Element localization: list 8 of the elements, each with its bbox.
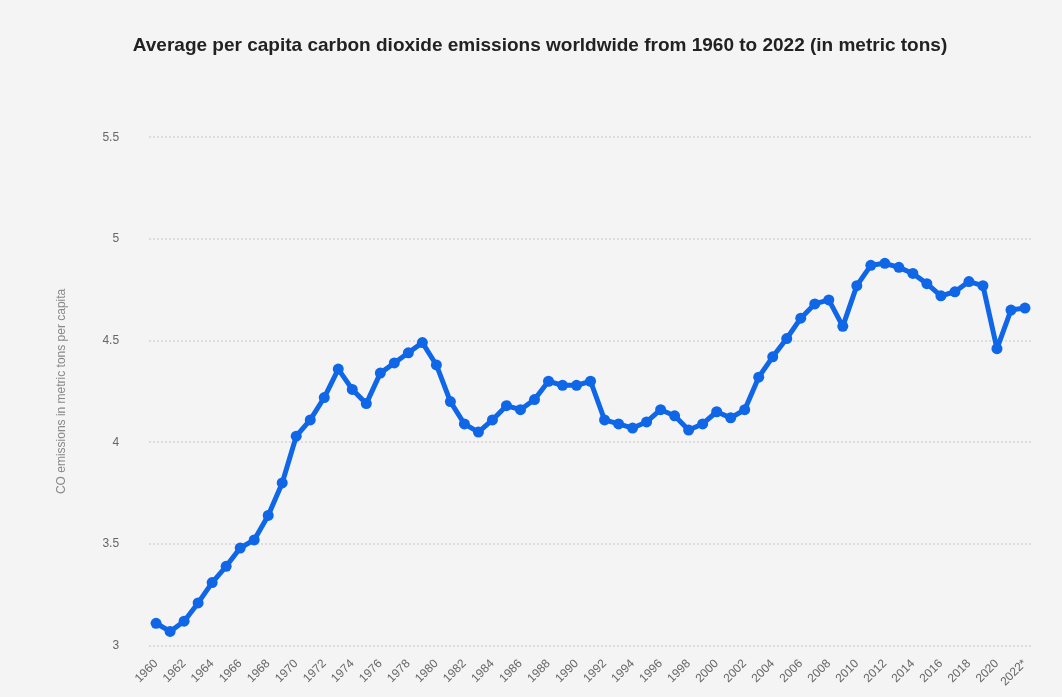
chart-title: Average per capita carbon dioxide emissions worldwide from 1960 to 2022 (in metric tons) <box>131 33 949 57</box>
y-tick-label: 5 <box>112 231 120 246</box>
y-tick-label: 3.5 <box>102 536 120 551</box>
y-tick-label: 5.5 <box>102 129 120 144</box>
y-tick-label: 3 <box>112 637 120 652</box>
y-axis-title: CO emissions in metric tons per capita <box>53 288 68 495</box>
y-tick-label: 4 <box>112 434 120 449</box>
y-tick-label: 4.5 <box>102 332 120 347</box>
